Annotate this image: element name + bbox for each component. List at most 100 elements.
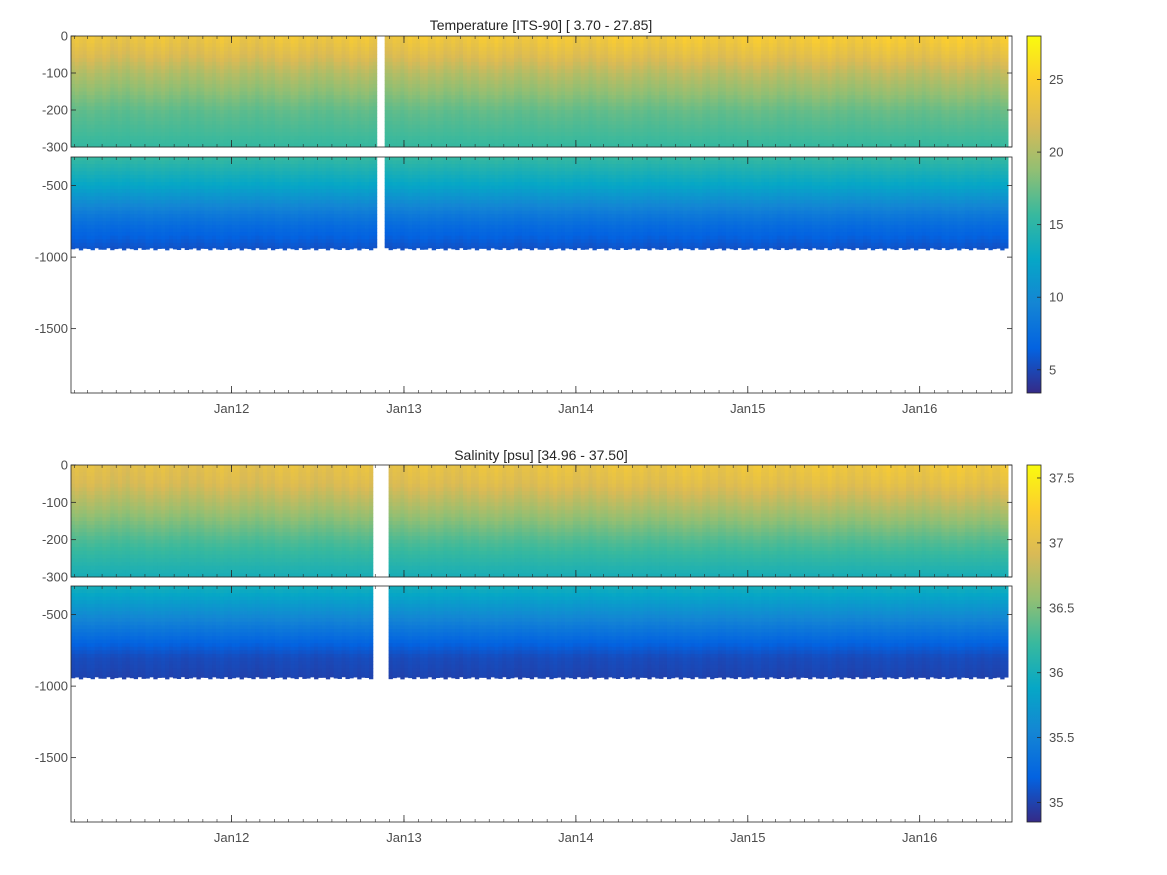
data-cell bbox=[321, 124, 327, 129]
data-cell bbox=[223, 80, 229, 85]
data-cell bbox=[290, 167, 295, 172]
data-cell bbox=[259, 160, 264, 165]
data-cell bbox=[267, 182, 272, 187]
data-cell bbox=[86, 143, 91, 148]
data-cell bbox=[412, 171, 417, 176]
data-cell bbox=[145, 91, 150, 96]
data-cell bbox=[141, 76, 146, 81]
data-cell bbox=[325, 132, 331, 137]
data-cell bbox=[333, 224, 339, 229]
data-cell bbox=[368, 143, 374, 148]
data-cell bbox=[239, 157, 244, 161]
data-cell bbox=[416, 58, 421, 63]
data-cell bbox=[255, 36, 260, 41]
data-cell bbox=[267, 128, 272, 133]
data-cell bbox=[341, 117, 346, 122]
data-cell bbox=[416, 106, 421, 111]
data-cell bbox=[98, 58, 103, 63]
data-cell bbox=[306, 47, 311, 52]
data-cell bbox=[208, 171, 213, 176]
data-cell bbox=[192, 47, 197, 52]
data-cell bbox=[86, 110, 91, 115]
data-cell bbox=[184, 113, 190, 118]
data-cell bbox=[216, 235, 221, 240]
data-cell bbox=[114, 110, 119, 115]
data-cell bbox=[412, 95, 417, 100]
data-cell bbox=[118, 132, 123, 137]
data-cell bbox=[110, 61, 115, 66]
data-cell bbox=[219, 217, 225, 222]
data-cell bbox=[282, 221, 288, 226]
data-cell bbox=[357, 203, 362, 208]
data-cell bbox=[274, 117, 280, 122]
data-cell bbox=[259, 121, 264, 126]
data-cell bbox=[368, 61, 374, 66]
data-cell bbox=[298, 157, 303, 161]
data-cell bbox=[282, 167, 288, 172]
data-cell bbox=[353, 39, 358, 44]
data-cell bbox=[306, 113, 311, 118]
data-cell bbox=[243, 239, 248, 244]
data-cell bbox=[114, 203, 119, 208]
data-cell bbox=[388, 192, 393, 197]
data-cell bbox=[157, 43, 162, 48]
data-cell bbox=[176, 174, 182, 179]
data-cell bbox=[192, 36, 197, 41]
data-cell bbox=[357, 50, 362, 55]
data-cell bbox=[353, 128, 358, 133]
data-cell bbox=[141, 182, 146, 187]
data-cell bbox=[129, 143, 135, 148]
data-cell bbox=[341, 246, 346, 249]
data-cell bbox=[110, 102, 115, 107]
data-cell bbox=[176, 246, 182, 251]
data-cell bbox=[82, 76, 88, 81]
data-cell bbox=[133, 113, 139, 118]
data-cell bbox=[129, 117, 135, 122]
data-cell bbox=[274, 143, 280, 148]
data-cell bbox=[365, 221, 370, 226]
data-cell bbox=[357, 192, 362, 197]
data-cell bbox=[196, 84, 201, 89]
data-cell bbox=[353, 239, 358, 244]
data-cell bbox=[384, 54, 389, 59]
data-cell bbox=[282, 76, 288, 81]
data-cell bbox=[310, 174, 315, 179]
data-cell bbox=[357, 65, 362, 70]
data-cell bbox=[125, 132, 131, 137]
data-column bbox=[78, 36, 84, 251]
data-cell bbox=[149, 110, 154, 115]
data-cell bbox=[282, 207, 288, 212]
data-cell bbox=[396, 160, 401, 165]
data-cell bbox=[102, 239, 107, 244]
data-cell bbox=[90, 65, 95, 70]
data-cell bbox=[298, 84, 303, 89]
data-cell bbox=[200, 235, 205, 240]
data-cell bbox=[192, 54, 197, 59]
data-cell bbox=[416, 178, 421, 183]
data-cell bbox=[141, 164, 146, 169]
data-cell bbox=[184, 91, 190, 96]
data-cell bbox=[290, 87, 295, 92]
data-cell bbox=[345, 91, 350, 96]
data-cell bbox=[270, 95, 276, 100]
data-cell bbox=[129, 132, 135, 137]
data-cell bbox=[161, 207, 166, 212]
data-cell bbox=[106, 246, 111, 249]
data-cell bbox=[165, 69, 170, 74]
data-cell bbox=[251, 203, 256, 208]
data-cell bbox=[110, 214, 115, 219]
data-cell bbox=[357, 69, 362, 74]
data-cell bbox=[396, 47, 401, 52]
data-cell bbox=[396, 36, 401, 41]
data-cell bbox=[204, 157, 209, 161]
data-cell bbox=[74, 171, 80, 176]
data-cell bbox=[145, 143, 150, 148]
data-cell bbox=[235, 58, 240, 63]
data-cell bbox=[404, 117, 409, 122]
data-cell bbox=[404, 203, 409, 208]
data-cell bbox=[419, 61, 425, 66]
data-cell bbox=[263, 182, 268, 187]
data-cell bbox=[321, 203, 327, 208]
data-cell bbox=[255, 102, 260, 107]
data-cell bbox=[145, 232, 150, 237]
